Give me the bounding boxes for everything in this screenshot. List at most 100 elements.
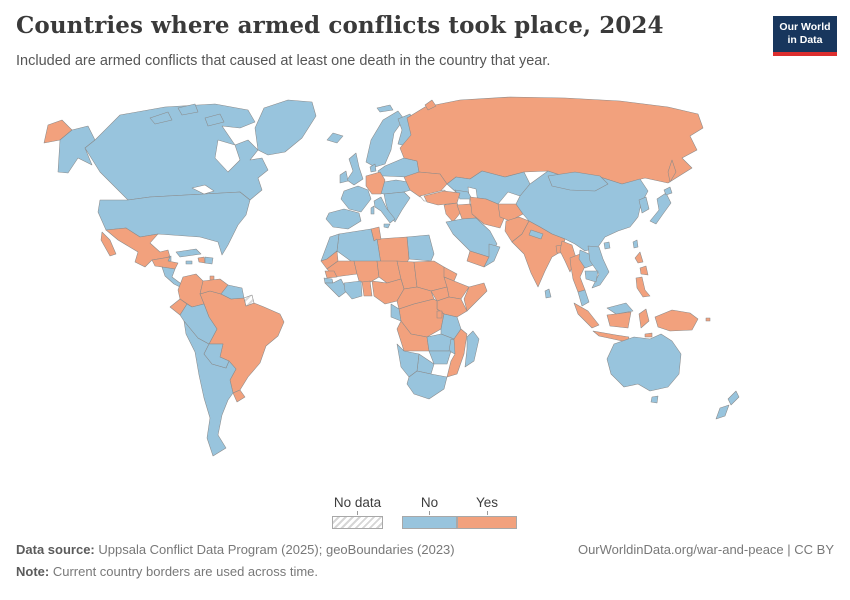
data-source-line: Data source: Uppsala Conflict Data Progr… — [16, 542, 455, 557]
countries-togo-benin[interactable] — [361, 280, 373, 297]
country-philippines[interactable] — [634, 251, 644, 264]
owid-logo[interactable]: Our World in Data — [773, 16, 837, 57]
owid-logo-box: Our World in Data — [773, 16, 837, 53]
countries-spain-portugal[interactable] — [325, 208, 362, 230]
country-japan[interactable] — [649, 192, 672, 225]
country-oman[interactable] — [483, 243, 501, 268]
legend-item-yes[interactable]: Yes — [457, 495, 517, 529]
legend-tick — [486, 511, 488, 515]
country-russia-chukotka[interactable] — [43, 119, 73, 144]
country-iran[interactable] — [469, 196, 507, 229]
territory-western-sahara[interactable] — [320, 250, 339, 270]
countries-guyana-suriname[interactable] — [220, 284, 245, 300]
legend-item-no[interactable]: No — [402, 495, 457, 529]
country-iceland[interactable] — [326, 132, 344, 144]
country-denmark[interactable] — [369, 163, 377, 173]
owid-attribution-link[interactable]: OurWorldinData.org/war-and-peace | CC BY — [577, 542, 834, 557]
owid-logo-line1: Our World — [779, 21, 831, 33]
country-mexico[interactable] — [105, 227, 171, 268]
country-sri-lanka[interactable] — [544, 288, 552, 299]
countries-gambia-guineabissau[interactable] — [323, 277, 334, 284]
country-algeria[interactable] — [336, 228, 382, 268]
indonesia-timor[interactable] — [644, 332, 653, 338]
territory-french-guiana[interactable] — [243, 294, 255, 307]
country-somalia[interactable] — [463, 282, 488, 312]
country-new-zealand-south[interactable] — [715, 404, 730, 420]
country-jamaica[interactable] — [185, 260, 193, 265]
country-germany[interactable] — [365, 171, 386, 195]
canada-arctic-islands[interactable] — [149, 111, 173, 125]
country-sudan[interactable] — [413, 260, 448, 292]
country-philippines[interactable] — [639, 265, 649, 276]
country-usa[interactable] — [97, 191, 251, 256]
territory-svalbard[interactable] — [376, 104, 394, 113]
country-mongolia[interactable] — [547, 171, 609, 192]
countries-ivorycoast-ghana[interactable] — [343, 280, 363, 300]
countries-guatemala-honduras[interactable] — [151, 256, 179, 270]
country-canada[interactable] — [84, 103, 269, 201]
countries-mali-burkina[interactable] — [353, 260, 380, 285]
country-russia-novaya-zemlya[interactable] — [424, 99, 437, 111]
country-italy-sicily[interactable] — [383, 223, 391, 229]
countries-syria-israel-jordan[interactable] — [443, 202, 462, 223]
country-australia[interactable] — [606, 333, 682, 392]
country-ukraine[interactable] — [403, 171, 448, 198]
country-madagascar[interactable] — [464, 330, 480, 368]
country-nepal[interactable] — [528, 229, 544, 240]
island-new-guinea[interactable] — [654, 309, 699, 332]
country-dominican-republic[interactable] — [204, 256, 214, 265]
country-cuba[interactable] — [175, 248, 202, 258]
country-solomon-islands[interactable] — [705, 317, 711, 322]
country-mozambique[interactable] — [446, 328, 468, 378]
country-vietnam[interactable] — [587, 245, 610, 289]
canada-arctic-islands[interactable] — [204, 113, 225, 127]
country-philippines[interactable] — [635, 276, 651, 298]
country-haiti[interactable] — [197, 256, 206, 264]
countries-rwanda-burundi[interactable] — [436, 310, 443, 319]
country-uk[interactable] — [346, 152, 364, 186]
malaysia-borneo[interactable] — [606, 302, 634, 315]
country-egypt[interactable] — [406, 234, 435, 262]
legend-label-no-data: No data — [333, 495, 382, 510]
country-south-africa[interactable] — [406, 370, 448, 400]
canada-arctic-islands[interactable] — [177, 103, 199, 116]
owid-logo-line2: in Data — [787, 34, 823, 47]
country-russia-sakhalin[interactable] — [667, 159, 677, 183]
legend-swatch-yes[interactable] — [457, 516, 517, 529]
country-laos[interactable] — [578, 249, 594, 269]
country-bolivia[interactable] — [203, 343, 230, 369]
china-hainan[interactable] — [603, 241, 611, 250]
australia-tasmania[interactable] — [650, 395, 659, 404]
country-niger[interactable] — [376, 260, 402, 284]
country-ireland[interactable] — [339, 170, 349, 184]
legend-item-no-data[interactable]: No data — [332, 495, 383, 529]
country-mexico-baja[interactable] — [100, 231, 117, 257]
legend-swatch-no-data[interactable] — [332, 516, 383, 529]
countries-norway-sweden[interactable] — [365, 110, 405, 168]
note-line: Note: Current country borders are used a… — [16, 564, 318, 579]
legend-label-yes: Yes — [475, 495, 499, 510]
country-zimbabwe[interactable] — [428, 350, 452, 365]
country-taiwan[interactable] — [632, 239, 639, 249]
country-japan-hokkaido[interactable] — [663, 186, 673, 196]
indonesia-kalimantan[interactable] — [606, 311, 632, 329]
country-italy-sardinia[interactable] — [370, 205, 375, 215]
data-source-text: Uppsala Conflict Data Program (2025); ge… — [94, 542, 455, 557]
world-choropleth-map[interactable] — [0, 95, 850, 490]
indonesia-sumatra[interactable] — [573, 302, 600, 329]
country-italy[interactable] — [373, 196, 396, 224]
country-malaysia-peninsula[interactable] — [577, 289, 590, 307]
country-uruguay[interactable] — [232, 389, 246, 403]
country-peru[interactable] — [179, 303, 218, 345]
country-new-zealand-north[interactable] — [727, 390, 740, 406]
country-senegal[interactable] — [324, 270, 338, 279]
country-cambodia[interactable] — [584, 270, 599, 283]
country-trinidad[interactable] — [209, 275, 215, 281]
countries-korea[interactable] — [638, 196, 650, 214]
country-france[interactable] — [340, 185, 372, 213]
country-greenland[interactable] — [254, 99, 317, 156]
country-saudi-arabia[interactable] — [445, 217, 498, 258]
indonesia-sulawesi[interactable] — [638, 308, 650, 329]
country-russia[interactable] — [399, 96, 704, 185]
legend-swatch-no[interactable] — [402, 516, 457, 529]
